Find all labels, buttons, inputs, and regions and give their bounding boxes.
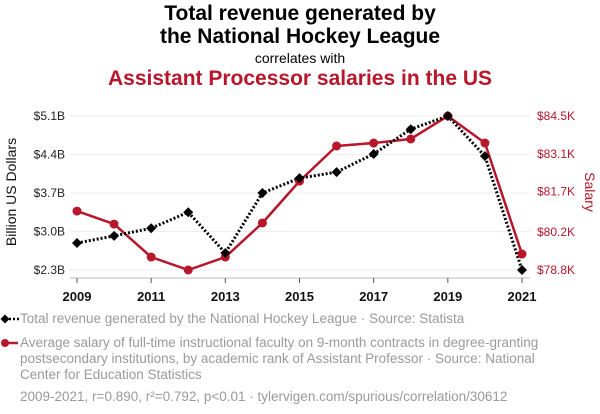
revenue-point <box>220 247 231 258</box>
series-points <box>72 111 527 275</box>
salary-point <box>257 218 267 228</box>
chart-title-line1: Total revenue generated by <box>164 2 436 25</box>
revenue-point <box>294 173 305 184</box>
revenue-point <box>72 238 82 249</box>
y-tick-label: $2.3B <box>34 263 65 277</box>
y2-tick-label: $80.2K <box>537 225 575 239</box>
x-tick-label: 2013 <box>211 289 240 304</box>
salary-point <box>406 134 416 144</box>
salary-point <box>369 138 379 148</box>
axes: $2.3B $3.0B $3.7B $4.4B $5.1B $78.8K $80.2K $81… <box>34 109 575 304</box>
x-tick-label: 2015 <box>285 289 314 304</box>
salary-point <box>332 141 342 151</box>
y-tick-label: $3.0B <box>34 225 65 239</box>
salary-point <box>183 265 193 275</box>
y2-tick-label: $78.8K <box>537 263 575 277</box>
gridlines <box>70 115 530 271</box>
x-tick-label: 2019 <box>433 289 462 304</box>
y-tick-label: $4.4B <box>34 148 65 162</box>
salary-point <box>109 219 119 229</box>
y2-tick-label: $83.1K <box>537 147 575 161</box>
x-tick-label: 2009 <box>63 289 92 304</box>
revenue-point <box>146 223 157 234</box>
chart-title-line2: the National Hockey League <box>159 25 441 48</box>
y-axis-label: Billion US Dollars <box>3 138 19 246</box>
salary-point <box>517 249 527 259</box>
revenue-point <box>442 111 453 121</box>
y-tick-label: $5.1B <box>34 109 65 123</box>
revenue-point <box>109 230 120 241</box>
footer-stats: 2009-2021, r=0.890, r²=0.792, p<0.01 · t… <box>20 389 508 404</box>
revenue-point <box>405 124 416 135</box>
x-tick-label: 2021 <box>508 289 537 304</box>
salary-point <box>72 206 82 216</box>
salary-point <box>480 138 490 148</box>
y2-tick-label: $84.5K <box>537 109 575 123</box>
revenue-point <box>257 188 268 198</box>
salary-point <box>146 252 156 262</box>
revenue-point <box>183 207 194 218</box>
legend-label-series2: Average salary of full-time instructiona… <box>20 335 539 382</box>
diamond-dotted-line-icon <box>0 314 20 324</box>
legend-item-series2: Average salary of full-time instructiona… <box>0 335 540 383</box>
y-tick-label: $3.7B <box>34 186 65 200</box>
legend-label-series1: Total revenue generated by the National … <box>20 311 465 326</box>
y2-axis-label: Salary <box>582 172 598 212</box>
revenue-point <box>368 148 379 159</box>
circle-line-icon <box>1 339 18 347</box>
x-tick-label: 2011 <box>137 289 165 304</box>
legend-item-series1: Total revenue generated by the National … <box>0 311 540 327</box>
x-tick-label: 2017 <box>359 289 388 304</box>
chart-title-secondary: Assistant Processor salaries in the US <box>108 67 492 90</box>
revenue-point <box>517 265 527 275</box>
revenue-point <box>331 167 342 178</box>
revenue-point <box>479 151 490 162</box>
correlates-with-label: correlates with <box>254 50 346 66</box>
y2-tick-label: $81.7K <box>537 185 575 199</box>
